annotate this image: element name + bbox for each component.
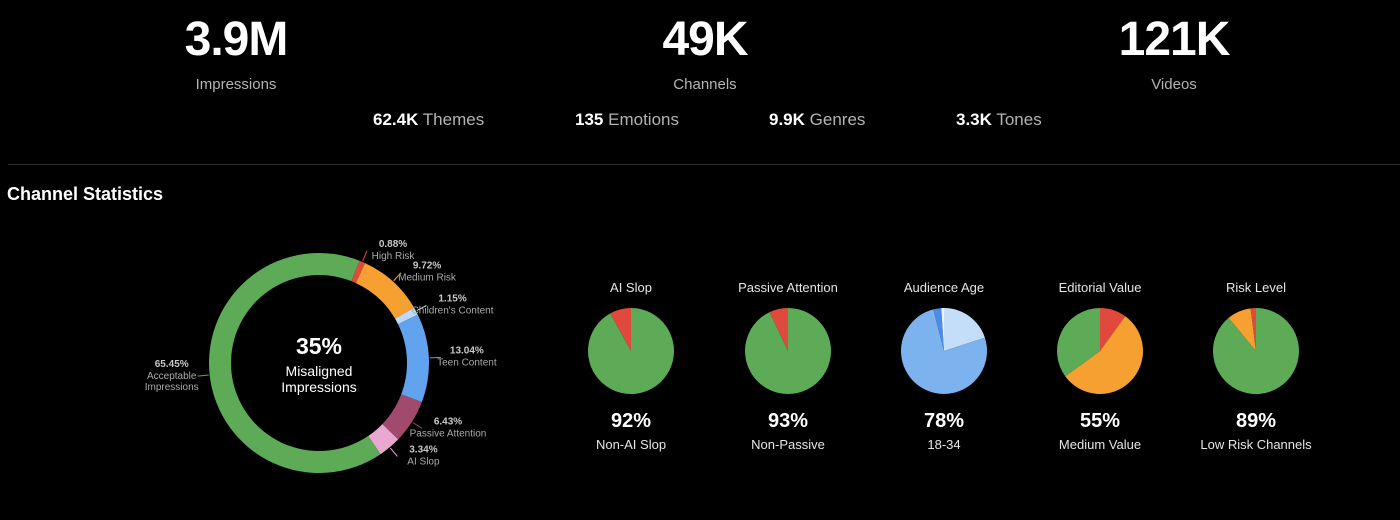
donut-label-text-acceptable-impressions-1: Acceptable [147,371,197,382]
donut-label-pct-medium-risk: 9.72% [413,261,441,272]
donut-label-pct-children-s-content: 1.15% [438,293,466,304]
misaligned-impressions-donut: 35% Misaligned Impressions 0.88%High Ris… [145,239,497,473]
donut-label-text-high-risk: High Risk [372,251,416,262]
stat-value: 9.9K [769,110,805,129]
audience-age-pie-slice-4[interactable] [941,308,944,351]
donut-leader-acceptable-impressions [197,374,209,377]
passive-attention-pie-slice-2[interactable] [769,308,788,351]
pie-block-ai-slop: AI Slop 92% Non-AI Slop [551,280,711,452]
donut-slice-ai-slop[interactable] [368,424,399,455]
pie-title: Risk Level [1226,280,1286,295]
pie-title: AI Slop [610,280,652,295]
pie-block-passive-attention: Passive Attention 93% Non-Passive [708,280,868,452]
stat-value: 62.4K [373,110,419,129]
editorial-value-pie-slice-3[interactable] [1057,308,1100,377]
section-title: Channel Statistics [7,184,164,204]
pie-block-editorial-value: Editorial Value 55% Medium Value [1020,280,1180,452]
pie-title: Passive Attention [738,280,838,295]
risk-level-pie-slice-2[interactable] [1228,308,1256,351]
ai-slop-pie-slice-2[interactable] [610,308,631,351]
pie-title: Editorial Value [1058,280,1142,295]
kpi-channels: 49K Channels [555,13,855,94]
stat-label: Tones [996,110,1042,129]
donut-slice-teen-content[interactable] [398,314,429,403]
stat-tones: 3.3K Tones [956,110,1042,130]
donut-leader-children-s-content [416,304,427,312]
pie-value: 89% [1235,410,1277,432]
donut-label-text-children-s-content: Children's Content [412,305,494,316]
stat-themes: 62.4K Themes [373,110,484,130]
donut-slice-high-risk[interactable] [351,260,366,284]
kpi-value: 121K [1118,13,1231,66]
kpi-value: 49K [662,13,748,66]
audience-age-pie [901,308,987,394]
donut-label-text-passive-attention: Passive Attention [410,428,487,439]
pie-value: 55% [1079,410,1121,432]
donut-slice-children-s-content[interactable] [395,307,418,325]
pie-sublabel: Medium Value [1058,437,1142,452]
pie-title: Audience Age [903,280,985,295]
donut-label-pct-teen-content: 13.04% [450,345,484,356]
donut-label-pct-passive-attention: 6.43% [434,416,462,427]
kpi-label: Videos [1151,76,1197,93]
pie-block-audience-age: Audience Age 78% 18-34 [864,280,1024,452]
donut-leader-ai-slop [389,447,398,457]
stat-genres: 9.9K Genres [769,110,865,130]
risk-level-pie-slice-3[interactable] [1250,308,1256,351]
donut-slice-acceptable-impressions[interactable] [208,252,381,473]
kpi-videos: 121K Videos [1024,13,1324,94]
pie-sublabel: Non-AI Slop [595,437,667,452]
donut-leader-medium-risk [393,272,402,282]
donut-leader-high-risk [362,250,368,262]
donut-slice-passive-attention[interactable] [382,394,422,440]
pie-sublabel: Non-Passive [751,437,825,452]
donut-label-text-acceptable-impressions-2: Impressions [145,382,199,393]
donut-label-text-ai-slop: AI Slop [407,456,440,467]
kpi-impressions: 3.9M Impressions [86,13,386,94]
audience-age-pie-slice-2[interactable] [901,309,987,394]
pie-value: 78% [923,410,965,432]
donut-center-value: 35% [296,333,342,359]
stat-label: Themes [422,110,485,129]
editorial-value-pie-slice-2[interactable] [1065,316,1143,394]
kpi-value: 3.9M [184,13,289,66]
ai-slop-pie [588,308,674,394]
editorial-value-pie-slice-1[interactable] [1100,308,1126,351]
stat-emotions: 135 Emotions [575,110,679,130]
stat-label: Emotions [608,110,679,129]
donut-label-text-medium-risk: Medium Risk [398,273,457,284]
audience-age-pie-slice-3[interactable] [933,308,944,351]
kpi-label: Impressions [195,76,277,93]
stat-value: 3.3K [956,110,992,129]
donut-leader-passive-attention [412,422,423,429]
passive-attention-pie [745,308,831,394]
donut-label-text-teen-content: Teen Content [437,357,497,368]
donut-leader-teen-content [429,356,441,359]
donut-center-label-line1: Misaligned [286,363,353,379]
editorial-value-pie [1057,308,1143,394]
donut-label-pct-high-risk: 0.88% [379,239,407,250]
donut-center-label-line2: Impressions [281,379,356,395]
donut-label-pct-ai-slop: 3.34% [409,444,437,455]
section-divider [8,164,1400,165]
donut-label-pct-acceptable-impressions: 65.45% [155,359,189,370]
pie-sublabel: 18-34 [927,437,961,452]
pie-sublabel: Low Risk Channels [1200,437,1312,452]
stat-value: 135 [575,110,604,129]
pie-value: 92% [610,410,652,432]
stat-label: Genres [809,110,866,129]
kpi-label: Channels [673,76,737,93]
audience-age-pie-slice-1[interactable] [944,308,985,351]
pie-block-risk-level: Risk Level 89% Low Risk Channels [1176,280,1336,452]
pie-value: 93% [767,410,809,432]
risk-level-pie [1213,308,1299,394]
donut-slice-medium-risk[interactable] [355,263,415,319]
